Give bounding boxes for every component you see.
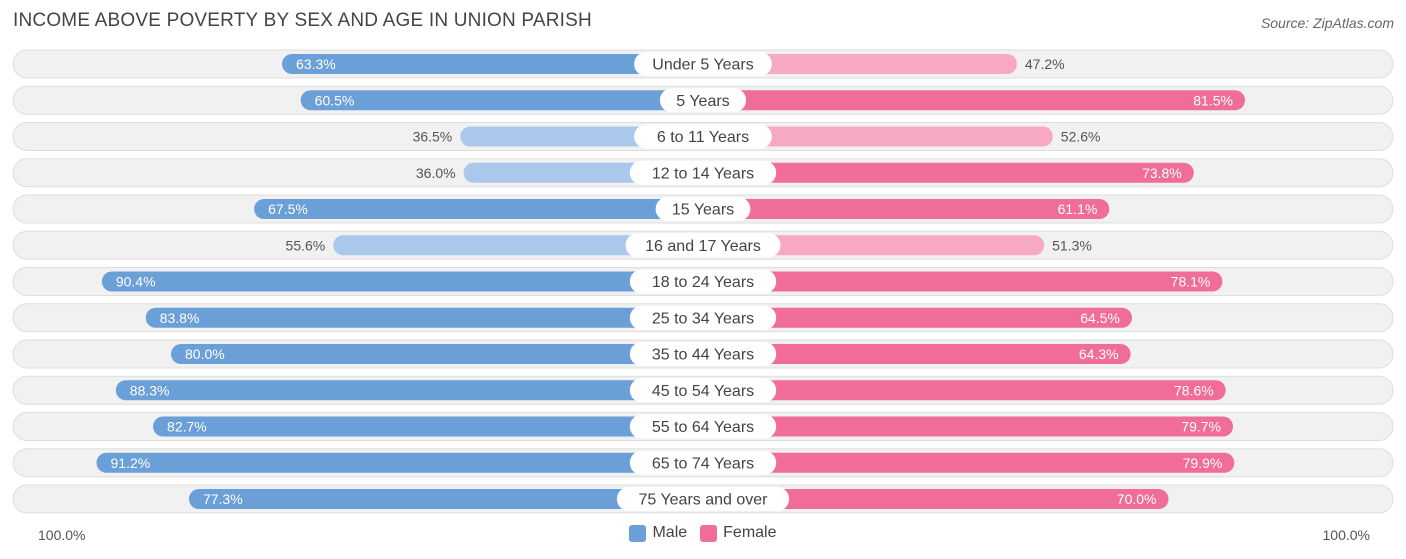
male-value-label: 36.0% — [416, 165, 456, 181]
legend: Male Female — [0, 524, 1406, 542]
bar-female — [703, 489, 1169, 509]
male-value-label: 77.3% — [203, 491, 243, 507]
female-value-label: 51.3% — [1052, 237, 1092, 253]
category-label-bg — [629, 378, 777, 403]
female-value-label: 81.5% — [1193, 92, 1233, 108]
male-value-label: 88.3% — [130, 382, 170, 398]
bar-male — [115, 380, 704, 401]
male-value-label: 90.4% — [116, 274, 156, 290]
category-label-bg — [659, 88, 747, 113]
category-label: 12 to 14 Years — [652, 165, 754, 182]
category-label: 55 to 64 Years — [652, 419, 754, 436]
male-value-label: 83.8% — [160, 310, 200, 326]
bar-female — [703, 344, 1131, 364]
bar-male — [254, 199, 703, 219]
female-value-label: 73.8% — [1142, 165, 1182, 181]
category-label-bg — [629, 342, 777, 366]
category-label: 65 to 74 Years — [652, 455, 754, 472]
legend-item-male[interactable]: Male — [629, 524, 687, 542]
category-label: 16 and 17 Years — [645, 238, 761, 255]
bar-female — [703, 416, 1234, 437]
legend-female-label: Female — [723, 524, 777, 541]
female-value-label: 79.7% — [1181, 419, 1221, 435]
bar-female — [703, 235, 1045, 256]
male-value-label: 60.5% — [315, 92, 355, 108]
male-swatch — [629, 524, 647, 542]
female-value-label: 61.1% — [1058, 201, 1098, 217]
axis-right-label: 100.0% — [1322, 527, 1370, 543]
category-label-bg — [629, 305, 777, 330]
female-swatch — [700, 524, 718, 542]
category-label-bg — [625, 233, 781, 258]
male-value-label: 67.5% — [268, 201, 308, 217]
male-value-label: 63.3% — [296, 56, 336, 72]
female-value-label: 79.9% — [1183, 455, 1223, 471]
category-label-bg — [629, 414, 777, 439]
male-value-label: 36.5% — [413, 129, 453, 145]
bar-male — [153, 416, 704, 437]
category-label-bg — [629, 269, 777, 294]
bar-male — [96, 452, 703, 473]
bar-male — [171, 344, 703, 364]
chart-title: INCOME ABOVE POVERTY BY SEX AND AGE IN U… — [13, 10, 592, 31]
category-label-bg — [616, 487, 790, 511]
bar-female — [703, 452, 1235, 473]
bar-female — [703, 162, 1194, 183]
female-value-label: 64.5% — [1080, 310, 1120, 326]
bar-female — [703, 380, 1226, 401]
category-label: 5 Years — [676, 93, 729, 110]
category-label: 35 to 44 Years — [652, 347, 754, 364]
legend-male-label: Male — [652, 524, 688, 541]
source-label: Source: ZipAtlas.com — [1260, 15, 1394, 31]
female-value-label: 52.6% — [1061, 129, 1101, 145]
bar-male — [101, 271, 704, 292]
category-label: 75 Years and over — [639, 492, 769, 509]
bar-male — [282, 54, 703, 74]
category-label: 45 to 54 Years — [652, 383, 754, 400]
bar-male — [188, 489, 703, 509]
category-label-bg — [655, 197, 751, 221]
female-value-label: 78.1% — [1171, 274, 1211, 290]
category-label: 25 to 34 Years — [652, 310, 754, 327]
category-label: Under 5 Years — [652, 57, 753, 74]
category-label-bg — [634, 124, 772, 149]
male-value-label: 80.0% — [185, 346, 225, 362]
category-label-bg — [629, 160, 777, 185]
category-label: 15 Years — [672, 202, 734, 219]
category-label: 6 to 11 Years — [657, 129, 749, 146]
bar-male — [145, 307, 704, 328]
chart-svg: Under 5 Years 63.3% 47.2% 5 Years 60.5% 81.5%… — [12, 49, 1394, 514]
category-label: 18 to 24 Years — [652, 274, 754, 291]
male-value-label: 91.2% — [111, 455, 151, 471]
bar-male — [333, 235, 703, 256]
bar-female — [703, 90, 1245, 111]
male-value-label: 82.7% — [167, 419, 207, 435]
bar-female — [703, 271, 1223, 292]
female-value-label: 64.3% — [1079, 346, 1119, 362]
female-value-label: 47.2% — [1025, 56, 1065, 72]
bar-male — [300, 90, 703, 111]
female-value-label: 70.0% — [1117, 491, 1157, 507]
bar-female — [703, 126, 1053, 147]
category-label-bg — [634, 52, 772, 76]
female-value-label: 78.6% — [1174, 382, 1214, 398]
legend-item-female[interactable]: Female — [700, 524, 777, 542]
male-value-label: 55.6% — [286, 237, 326, 253]
bar-female — [703, 54, 1017, 74]
category-label-bg — [629, 450, 777, 475]
axis-left-label: 100.0% — [38, 527, 86, 543]
bar-female — [703, 199, 1110, 219]
bar-female — [703, 307, 1132, 328]
